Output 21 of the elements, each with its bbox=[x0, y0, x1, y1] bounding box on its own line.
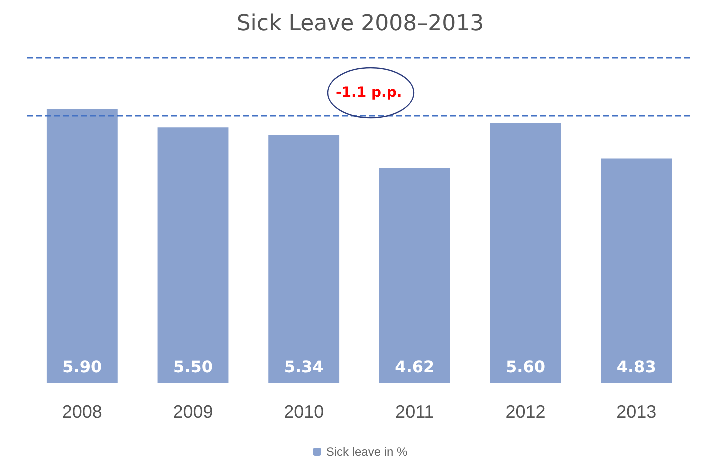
legend-label: Sick leave in % bbox=[326, 445, 408, 459]
x-tick-label: 2009 bbox=[173, 402, 214, 422]
bar bbox=[158, 128, 229, 383]
bar bbox=[379, 168, 450, 383]
data-label: 5.90 bbox=[62, 358, 102, 376]
x-tick-label: 2008 bbox=[62, 402, 102, 422]
bar bbox=[601, 158, 672, 383]
x-tick-label: 2011 bbox=[396, 402, 434, 422]
bar bbox=[46, 109, 118, 383]
data-label: 4.62 bbox=[395, 358, 435, 376]
bar bbox=[268, 135, 340, 383]
x-tick-label: 2013 bbox=[616, 402, 657, 422]
chart-title: Sick Leave 2008–2013 bbox=[236, 12, 484, 36]
text: -1.1 p.p. bbox=[336, 85, 402, 101]
bar bbox=[490, 123, 562, 383]
x-tick-label: 2010 bbox=[284, 402, 324, 422]
data-label: 5.34 bbox=[284, 358, 324, 376]
x-tick-label: 2012 bbox=[506, 402, 546, 422]
data-label: 5.60 bbox=[506, 358, 546, 376]
data-label: 4.83 bbox=[616, 358, 656, 376]
data-label: 5.50 bbox=[174, 358, 213, 376]
